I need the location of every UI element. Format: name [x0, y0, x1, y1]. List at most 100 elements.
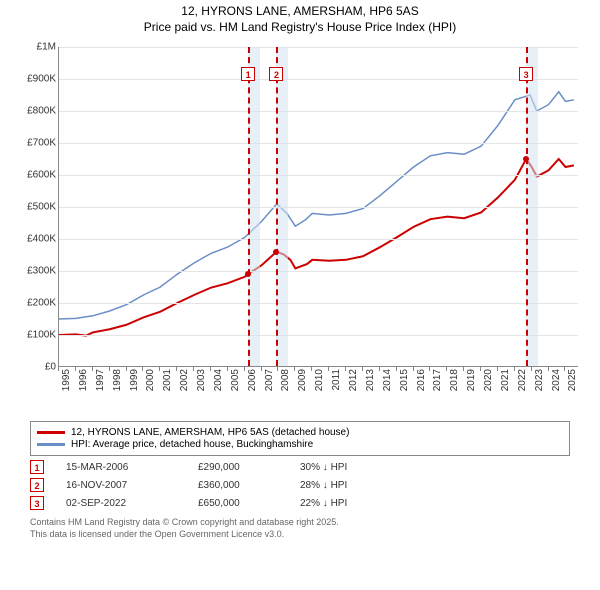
x-tick-label: 2022: [517, 369, 528, 399]
legend-row-price-paid: 12, HYRONS LANE, AMERSHAM, HP6 5AS (deta…: [37, 427, 563, 438]
x-tick-label: 2019: [466, 369, 477, 399]
legend: 12, HYRONS LANE, AMERSHAM, HP6 5AS (deta…: [30, 421, 570, 456]
event-row-price: £360,000: [198, 480, 278, 491]
x-tick: [159, 367, 160, 371]
x-tick: [277, 367, 278, 371]
series-line-hpi: [59, 92, 574, 319]
event-row-diff: 28% ↓ HPI: [300, 480, 400, 491]
event-row-date: 15-MAR-2006: [66, 462, 176, 473]
event-row-marker: 2: [30, 478, 44, 492]
x-tick: [227, 367, 228, 371]
x-tick: [210, 367, 211, 371]
y-tick-label: £500K: [16, 202, 56, 213]
x-tick: [58, 367, 59, 371]
x-tick: [92, 367, 93, 371]
gridline-h: [59, 79, 578, 80]
y-tick-label: £200K: [16, 298, 56, 309]
x-tick-label: 2016: [416, 369, 427, 399]
event-row-price: £290,000: [198, 462, 278, 473]
x-tick-label: 2008: [280, 369, 291, 399]
y-tick-label: £1M: [16, 42, 56, 53]
x-tick-label: 2004: [213, 369, 224, 399]
sale-point: [245, 271, 251, 277]
x-tick-label: 2017: [432, 369, 443, 399]
title-line-1: 12, HYRONS LANE, AMERSHAM, HP6 5AS: [0, 4, 600, 20]
event-line: [276, 47, 278, 366]
x-tick-label: 2011: [331, 369, 342, 399]
event-row: 2 16-NOV-2007 £360,000 28% ↓ HPI: [30, 478, 570, 492]
footer-line-1: Contains HM Land Registry data © Crown c…: [30, 516, 570, 528]
plot-area: 12 3: [58, 47, 578, 367]
gridline-h: [59, 143, 578, 144]
y-tick-label: £100K: [16, 330, 56, 341]
x-tick-label: 1998: [112, 369, 123, 399]
legend-swatch-hpi: [37, 443, 65, 446]
x-tick-label: 2013: [365, 369, 376, 399]
x-tick: [396, 367, 397, 371]
event-row-diff: 22% ↓ HPI: [300, 498, 400, 509]
event-row-diff: 30% ↓ HPI: [300, 462, 400, 473]
event-row-price: £650,000: [198, 498, 278, 509]
x-tick-label: 2001: [162, 369, 173, 399]
x-tick-label: 2014: [382, 369, 393, 399]
x-tick-label: 1997: [95, 369, 106, 399]
event-row: 302-SEP-2022£650,00022% ↓ HPI: [30, 496, 570, 510]
x-tick: [362, 367, 363, 371]
x-tick-label: 1996: [78, 369, 89, 399]
legend-swatch-price-paid: [37, 431, 65, 434]
event-row-marker: 1: [30, 460, 44, 474]
series-line-price_paid: [59, 159, 574, 336]
x-tick: [497, 367, 498, 371]
x-tick: [480, 367, 481, 371]
x-tick: [548, 367, 549, 371]
x-tick: [429, 367, 430, 371]
x-tick-label: 2000: [145, 369, 156, 399]
x-tick-label: 2007: [264, 369, 275, 399]
x-tick-label: 1999: [129, 369, 140, 399]
x-tick: [379, 367, 380, 371]
footer-line-2: This data is licensed under the Open Gov…: [30, 528, 570, 540]
x-tick-label: 2003: [196, 369, 207, 399]
gridline-h: [59, 239, 578, 240]
footer: Contains HM Land Registry data © Crown c…: [30, 516, 570, 540]
x-tick: [294, 367, 295, 371]
x-tick: [193, 367, 194, 371]
x-tick: [261, 367, 262, 371]
x-tick: [142, 367, 143, 371]
x-tick-label: 2020: [483, 369, 494, 399]
x-tick: [75, 367, 76, 371]
x-tick: [176, 367, 177, 371]
x-tick: [244, 367, 245, 371]
gridline-h: [59, 271, 578, 272]
sale-point: [273, 249, 279, 255]
legend-label-price-paid: 12, HYRONS LANE, AMERSHAM, HP6 5AS (deta…: [71, 427, 349, 438]
y-tick-label: £300K: [16, 266, 56, 277]
y-tick-label: £700K: [16, 138, 56, 149]
x-tick: [564, 367, 565, 371]
x-tick-label: 2018: [449, 369, 460, 399]
event-row-marker: 3: [30, 496, 44, 510]
x-tick-label: 2021: [500, 369, 511, 399]
event-line: [248, 47, 250, 366]
event-line: [526, 47, 528, 366]
events-table: 1 15-MAR-2006 £290,000 30% ↓ HPI 2 16-NOV-200…: [30, 460, 570, 510]
x-tick-label: 2005: [230, 369, 241, 399]
event-row: 1 15-MAR-2006 £290,000 30% ↓ HPI: [30, 460, 570, 474]
x-tick-label: 2015: [399, 369, 410, 399]
x-tick: [531, 367, 532, 371]
x-tick: [328, 367, 329, 371]
gridline-h: [59, 111, 578, 112]
event-marker: 3: [519, 67, 533, 81]
x-tick-label: 2009: [297, 369, 308, 399]
x-tick: [311, 367, 312, 371]
x-tick: [413, 367, 414, 371]
event-marker: 2: [269, 67, 283, 81]
x-tick-label: 2025: [567, 369, 578, 399]
x-tick-label: 2002: [179, 369, 190, 399]
x-tick-label: 2024: [551, 369, 562, 399]
chart: 123 £0£100K£200K£300K£400K£500K£600K£700…: [10, 37, 590, 417]
event-row-date: 16-NOV-2007: [66, 480, 176, 491]
x-tick: [446, 367, 447, 371]
event-marker: 1: [241, 67, 255, 81]
x-tick: [463, 367, 464, 371]
